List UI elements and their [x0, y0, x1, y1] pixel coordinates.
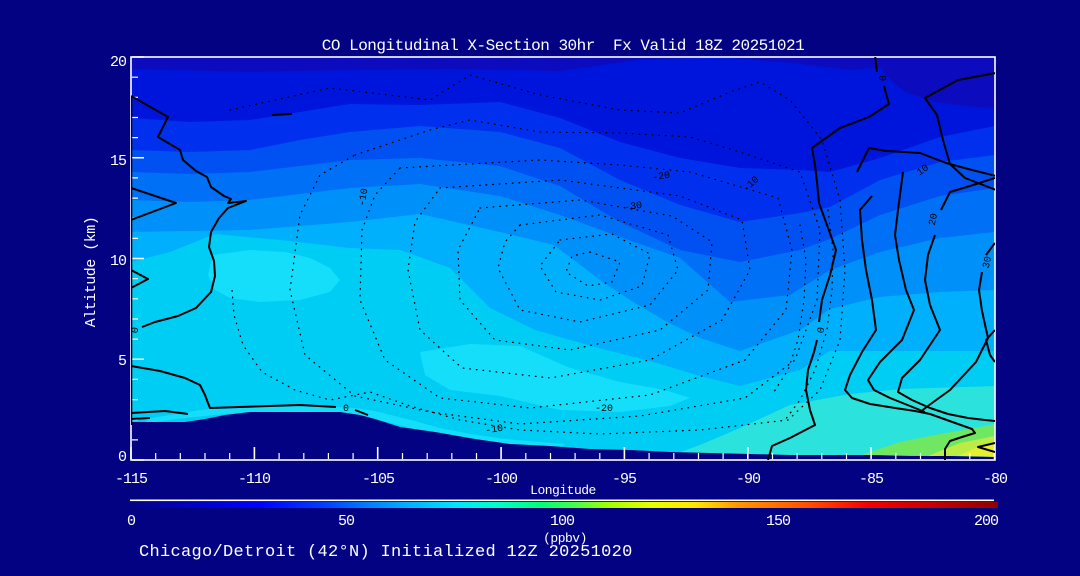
- svg-text:-85: -85: [859, 471, 884, 488]
- svg-text:0: 0: [817, 327, 829, 335]
- svg-text:0: 0: [118, 449, 127, 466]
- svg-text:0: 0: [343, 404, 349, 415]
- svg-text:(ppbv): (ppbv): [543, 531, 587, 546]
- svg-text:30: 30: [982, 255, 995, 269]
- svg-text:Altitude (km): Altitude (km): [83, 217, 100, 328]
- svg-text:150: 150: [766, 513, 791, 530]
- svg-text:50: 50: [338, 513, 355, 530]
- svg-text:-10: -10: [357, 188, 371, 208]
- svg-text:-110: -110: [238, 471, 271, 488]
- svg-text:10: 10: [110, 253, 127, 270]
- svg-text:0: 0: [127, 513, 136, 530]
- svg-text:0: 0: [131, 327, 143, 335]
- svg-text:15: 15: [110, 153, 127, 170]
- svg-text:-20: -20: [595, 404, 613, 415]
- svg-text:5: 5: [118, 353, 127, 370]
- svg-text:-80: -80: [983, 471, 1008, 488]
- svg-text:0: 0: [879, 75, 890, 82]
- svg-text:CO Longitudinal X-Section 30hr: CO Longitudinal X-Section 30hr Fx Valid …: [322, 37, 804, 55]
- svg-text:-20: -20: [652, 171, 671, 184]
- svg-text:200: 200: [974, 513, 999, 530]
- svg-text:-95: -95: [612, 471, 637, 488]
- svg-text:Chicago/Detroit (42°N) Initial: Chicago/Detroit (42°N) Initialized 12Z 2…: [139, 543, 633, 562]
- svg-text:-10: -10: [485, 424, 504, 437]
- svg-text:20: 20: [928, 212, 941, 226]
- svg-text:-30: -30: [624, 201, 643, 214]
- svg-text:100: 100: [550, 513, 575, 530]
- svg-text:20: 20: [110, 54, 127, 71]
- svg-text:-100: -100: [485, 471, 518, 488]
- svg-text:Longitude: Longitude: [530, 483, 596, 498]
- svg-text:-115: -115: [115, 471, 148, 488]
- svg-text:-105: -105: [362, 471, 395, 488]
- svg-text:-90: -90: [736, 471, 761, 488]
